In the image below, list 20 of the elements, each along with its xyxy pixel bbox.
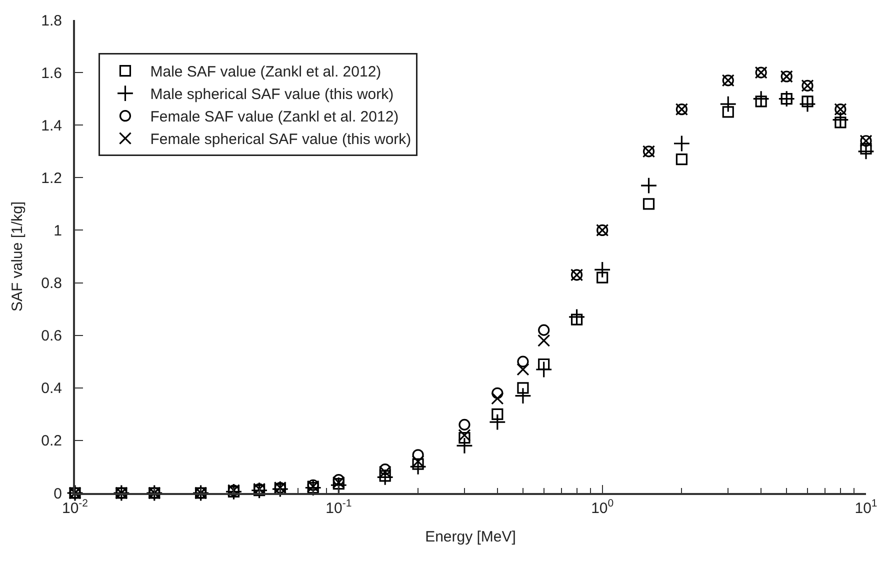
legend-label: Male spherical SAF value (this work) [150,86,394,104]
y-tick-label: 0.8 [41,275,62,292]
y-tick-label: 1.6 [41,64,62,82]
y-tick-label: 0 [54,485,62,502]
x-tick-label: 10$^{-2}$ [62,498,88,517]
x-axis-title: Energy [MeV] [425,528,516,546]
y-tick-label: 0.2 [41,432,62,450]
y-axis-title: SAF value [1/kg] [8,201,26,312]
y-tick-label: 0.4 [41,380,62,398]
y-tick-label: 1.8 [41,12,62,30]
y-tick-label: 1.2 [41,170,62,187]
y-tick-label: 1.4 [41,117,62,134]
legend-label: Female spherical SAF value (this work) [150,131,412,148]
x-tick-label: 10$^{0}$ [591,498,614,517]
y-tick-label: 0.6 [41,328,62,345]
legend-label: Male SAF value (Zankl et al. 2012) [150,64,382,81]
x-tick-label: 10$^{-1}$ [326,498,352,517]
legend-label: Female SAF value (Zankl et al. 2012) [150,108,399,126]
x-tick-label: 10$^{1}$ [854,498,878,517]
y-tick-label: 1 [54,222,62,240]
